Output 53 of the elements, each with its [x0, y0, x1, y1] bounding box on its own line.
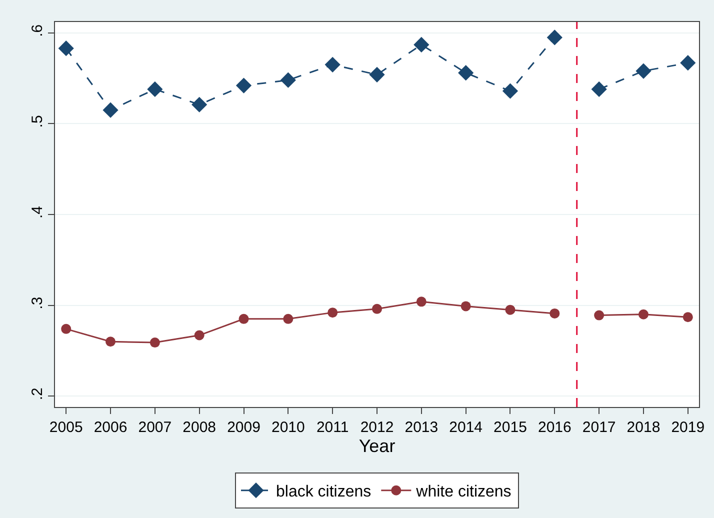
x-tick-label: 2013 — [404, 419, 438, 436]
point — [594, 310, 604, 320]
x-tick-label: 2015 — [494, 419, 527, 436]
point — [591, 81, 607, 97]
point — [414, 36, 430, 52]
x-tick-label: 2006 — [94, 419, 128, 436]
point — [458, 65, 474, 81]
point — [328, 308, 338, 318]
x-tick-label: 2009 — [227, 419, 260, 436]
x-tick-label: 2017 — [582, 419, 616, 436]
x-tick-label: 2016 — [538, 419, 572, 436]
x-tick-label: 2010 — [271, 419, 305, 436]
point — [61, 324, 72, 334]
point — [150, 338, 160, 348]
point — [680, 55, 696, 71]
point — [194, 330, 204, 340]
point — [369, 66, 385, 82]
y-tick-label: .6 — [29, 24, 46, 37]
x-axis-title: Year — [358, 436, 396, 456]
x-tick-label: 2019 — [671, 419, 705, 436]
x-tick-label: 2007 — [138, 419, 172, 436]
point — [102, 102, 118, 118]
y-tick-label: .2 — [29, 388, 46, 400]
point — [550, 308, 560, 318]
point — [147, 81, 163, 97]
point — [546, 30, 562, 46]
point — [682, 312, 693, 322]
y-tick-label: .4 — [29, 206, 46, 219]
point — [106, 336, 116, 347]
point — [236, 78, 252, 94]
y-tick-label: .5 — [29, 115, 46, 128]
point — [460, 301, 471, 312]
point — [372, 304, 382, 314]
point — [192, 96, 208, 112]
point — [280, 72, 296, 88]
x-tick-label: 2012 — [360, 419, 394, 436]
point — [505, 304, 516, 315]
x-tick-label: 2018 — [626, 419, 660, 436]
point — [283, 314, 294, 324]
x-tick-label: 2008 — [182, 419, 216, 436]
x-tick-label: 2005 — [49, 419, 83, 436]
point — [238, 314, 249, 324]
point — [502, 83, 518, 99]
x-tick-label: 2014 — [449, 419, 483, 436]
y-tick-label: .3 — [29, 296, 46, 310]
point — [638, 309, 648, 320]
point — [324, 56, 340, 72]
point — [416, 296, 426, 307]
legend-label: white citizens — [415, 484, 512, 501]
legend-label: black citizens — [276, 484, 372, 501]
point — [636, 63, 652, 79]
point — [58, 40, 74, 56]
x-tick-label: 2011 — [316, 419, 349, 436]
